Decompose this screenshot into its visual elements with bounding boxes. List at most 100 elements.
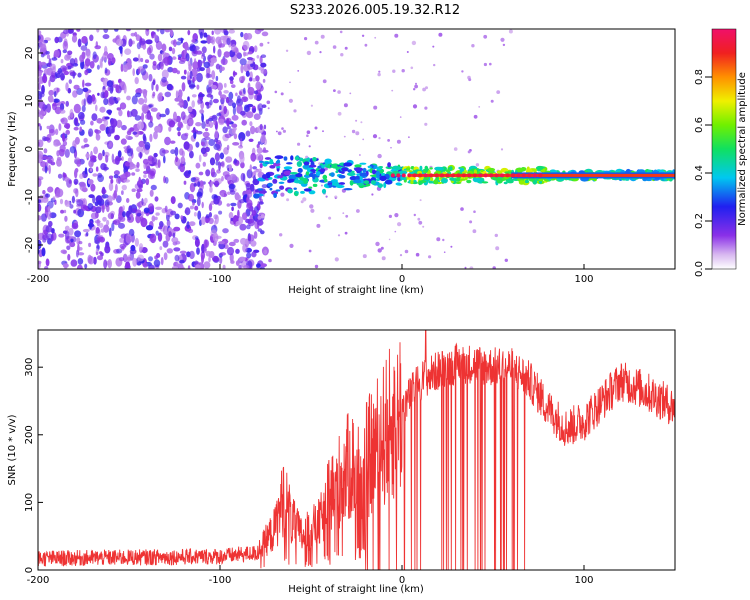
noise-blob xyxy=(103,98,109,106)
noise-blob xyxy=(71,195,75,204)
noise-blob xyxy=(97,255,103,261)
colorbar-tick-label: 0.4 xyxy=(694,165,705,181)
noise-blob xyxy=(214,129,219,140)
noise-speck xyxy=(424,122,428,126)
noise-blob xyxy=(89,221,93,230)
noise-blob xyxy=(116,38,124,47)
noise-blob xyxy=(211,30,214,36)
noise-blob xyxy=(157,93,163,102)
noise-speck xyxy=(475,163,480,167)
noise-speck xyxy=(390,146,392,149)
noise-blob xyxy=(155,206,163,210)
noise-blob xyxy=(166,219,171,227)
noise-blob xyxy=(208,212,212,218)
noise-speck xyxy=(306,50,312,56)
noise-blob xyxy=(257,29,264,32)
noise-blob xyxy=(54,72,58,79)
noise-speck xyxy=(401,69,405,73)
noise-blob xyxy=(114,134,120,141)
noise-blob xyxy=(69,108,74,119)
noise-blob xyxy=(130,32,136,37)
noise-blob xyxy=(38,203,42,212)
signal-blob xyxy=(286,162,293,165)
noise-blob xyxy=(56,142,62,146)
noise-speck xyxy=(422,87,426,92)
noise-speck xyxy=(267,41,270,44)
noise-blob xyxy=(197,181,201,188)
noise-speck xyxy=(297,70,300,72)
noise-blob xyxy=(67,65,72,70)
noise-blob xyxy=(38,178,42,187)
noise-blob xyxy=(108,142,113,147)
noise-blob xyxy=(192,126,196,134)
noise-speck xyxy=(276,130,278,133)
noise-blob xyxy=(195,236,199,240)
noise-blob xyxy=(201,46,207,54)
signal-blob xyxy=(455,181,462,184)
noise-blob xyxy=(91,96,97,105)
noise-blob xyxy=(166,83,173,91)
signal-blob xyxy=(287,188,293,194)
noise-blob xyxy=(145,39,153,45)
noise-blob xyxy=(149,189,154,197)
noise-blob xyxy=(224,133,232,139)
noise-blob xyxy=(218,43,226,48)
noise-blob xyxy=(144,59,150,64)
noise-blob xyxy=(126,130,132,136)
noise-speck xyxy=(483,34,488,39)
noise-blob xyxy=(221,161,225,168)
noise-speck xyxy=(394,230,397,233)
noise-blob xyxy=(170,210,177,216)
signal-peak xyxy=(401,173,406,178)
noise-blob xyxy=(201,52,205,57)
noise-blob xyxy=(162,225,169,235)
noise-blob xyxy=(151,215,156,222)
noise-blob xyxy=(138,176,141,185)
noise-blob xyxy=(98,222,104,228)
noise-speck xyxy=(473,210,476,213)
noise-blob xyxy=(208,79,212,88)
noise-speck xyxy=(381,256,386,261)
noise-blob xyxy=(246,169,253,179)
noise-blob xyxy=(215,160,219,166)
noise-speck xyxy=(450,245,453,248)
noise-blob xyxy=(65,82,69,91)
signal-peak xyxy=(396,173,401,178)
noise-blob xyxy=(214,180,220,188)
noise-blob xyxy=(205,101,210,106)
noise-blob xyxy=(38,215,42,221)
noise-blob xyxy=(104,90,109,98)
noise-blob xyxy=(255,95,261,100)
noise-blob xyxy=(259,266,265,269)
noise-blob xyxy=(143,170,149,175)
noise-speck xyxy=(469,266,474,269)
noise-blob xyxy=(215,75,219,82)
signal-blob xyxy=(473,169,478,175)
signal-blob xyxy=(294,156,300,161)
noise-blob xyxy=(110,213,115,220)
noise-blob xyxy=(96,118,103,124)
noise-blob xyxy=(223,105,227,115)
noise-blob xyxy=(121,124,127,131)
x-tick-label: -100 xyxy=(209,575,232,586)
signal-peak xyxy=(429,173,434,178)
noise-blob xyxy=(80,59,85,70)
noise-blob xyxy=(73,117,78,126)
noise-blob xyxy=(151,81,154,91)
noise-blob xyxy=(256,147,263,154)
noise-blob xyxy=(199,109,205,114)
noise-blob xyxy=(235,260,240,266)
noise-blob xyxy=(197,98,201,105)
noise-blob xyxy=(38,123,41,127)
noise-blob xyxy=(220,192,225,198)
noise-blob xyxy=(125,261,131,269)
noise-blob xyxy=(213,143,221,151)
signal-blob xyxy=(343,162,353,167)
noise-speck xyxy=(468,78,472,82)
noise-blob xyxy=(236,98,243,107)
noise-blob xyxy=(166,211,170,216)
noise-speck xyxy=(397,222,402,227)
noise-blob xyxy=(113,190,117,199)
noise-blob xyxy=(176,70,180,75)
noise-blob xyxy=(65,129,70,135)
